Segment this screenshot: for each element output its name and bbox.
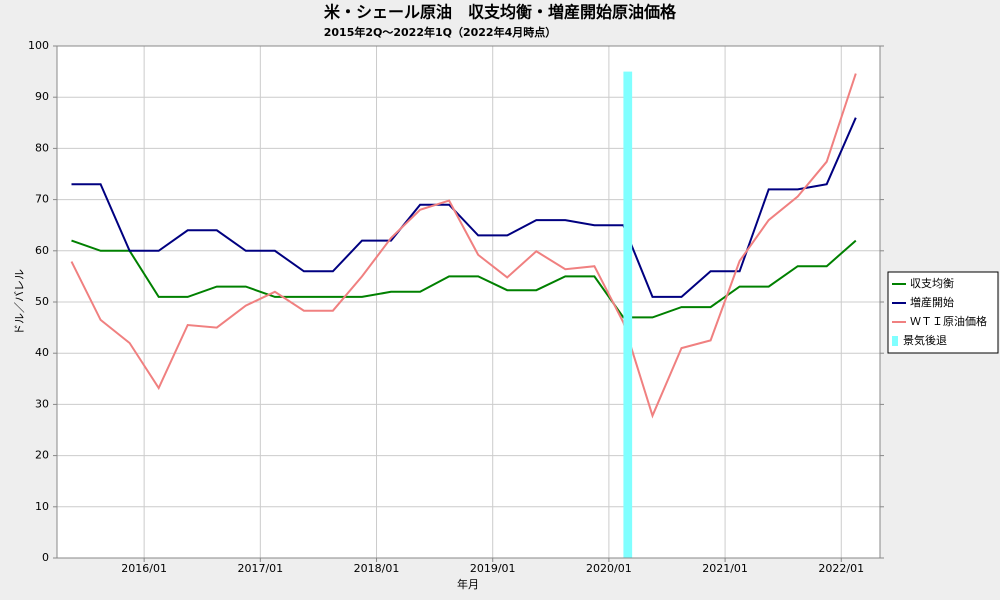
x-tick-label: 2016/01 [121, 562, 167, 575]
y-tick-label: 30 [35, 397, 49, 410]
y-tick-label: 70 [35, 193, 49, 206]
y-tick-label: 10 [35, 500, 49, 513]
y-tick-label: 100 [28, 39, 49, 52]
x-axis-label: 年月 [457, 577, 479, 591]
legend-label: 増産開始 [910, 295, 954, 309]
x-tick-label: 2020/01 [586, 562, 632, 575]
series-line [71, 239, 857, 319]
y-tick-label: 40 [35, 346, 49, 359]
chart-title: 米・シェール原油 収支均衡・増産開始原油価格 [324, 3, 677, 22]
x-tick-label: 2018/01 [354, 562, 400, 575]
chart-subtitle: 2015年2Q～2022年1Q（2022年4月時点） [324, 25, 557, 39]
plot-border [56, 45, 881, 559]
x-tick-label: 2021/01 [702, 562, 748, 575]
x-tick-label: 2017/01 [237, 562, 283, 575]
y-axis-label: ドル／バレル [13, 269, 26, 335]
y-tick-label: 20 [35, 449, 49, 462]
series-line [71, 117, 857, 298]
y-tick-label: 60 [35, 244, 49, 257]
y-tick-label: 0 [42, 551, 49, 564]
legend-label: ＷＴＩ原油価格 [910, 314, 987, 328]
legend [887, 271, 999, 354]
legend-label: 収支均衡 [910, 277, 954, 290]
x-tick-label: 2022/01 [818, 562, 864, 575]
legend-swatch [892, 336, 898, 346]
y-tick-label: 80 [35, 141, 49, 154]
y-tick-label: 90 [35, 90, 49, 103]
recession-bar [623, 71, 633, 558]
legend-label: 景気後退 [903, 333, 947, 347]
series-line [70, 73, 857, 419]
y-tick-label: 50 [35, 295, 49, 308]
x-tick-label: 2019/01 [470, 562, 516, 575]
